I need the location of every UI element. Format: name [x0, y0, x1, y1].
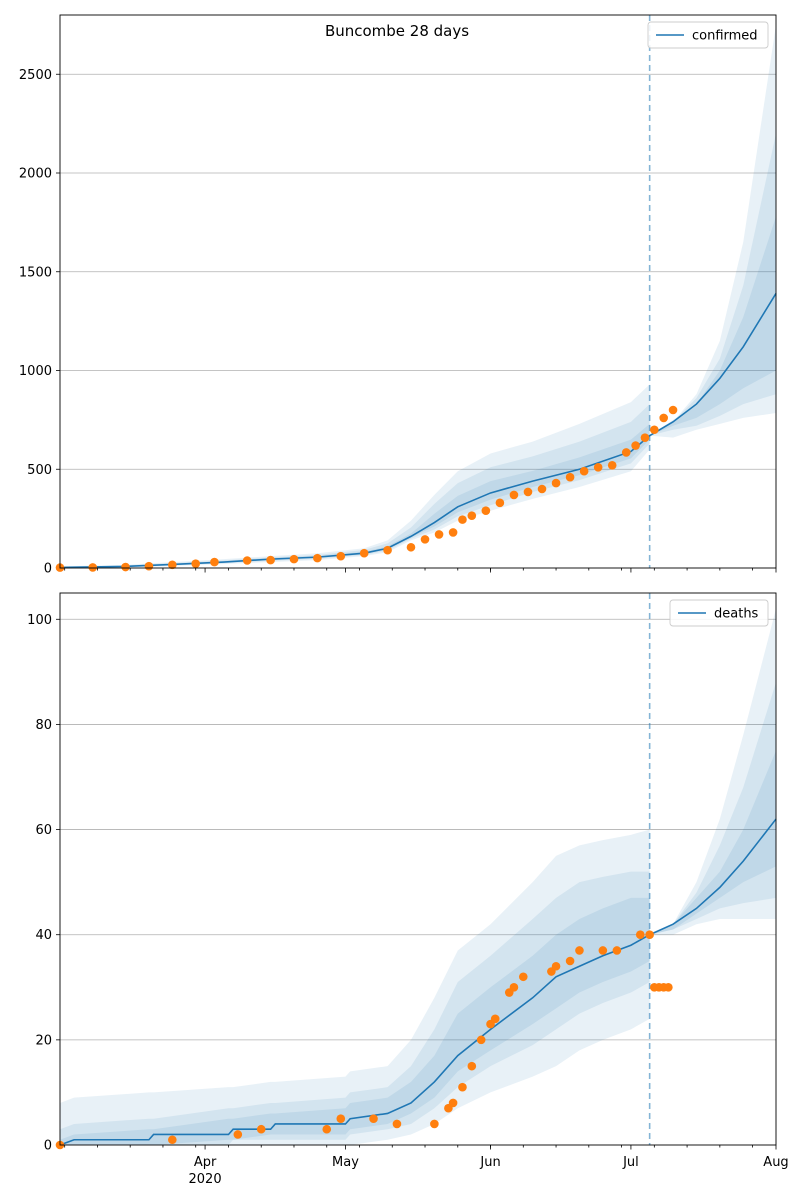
- legend-box: [669, 599, 769, 627]
- observed-point: [490, 1014, 500, 1024]
- observed-point: [467, 1061, 477, 1071]
- observed-point: [509, 982, 519, 992]
- x-tick-label: Jun: [479, 1155, 500, 1170]
- observed-point: [565, 472, 575, 482]
- y-tick-label: 2000: [19, 167, 52, 182]
- uncertainty-band: [649, 133, 776, 436]
- legend-box: [647, 21, 769, 49]
- observed-point: [495, 498, 505, 508]
- confirmed-panel: 0 500 1000 1500 2000 2500 confirmed: [19, 14, 777, 577]
- observed-point: [645, 930, 654, 940]
- observed-point: [518, 972, 528, 982]
- y-tick-label: 2500: [19, 68, 52, 83]
- x-tick-label: May: [332, 1155, 359, 1170]
- observed-point: [631, 441, 640, 450]
- y-tick-label: 1000: [19, 364, 52, 379]
- forecast-line: [59, 293, 777, 569]
- y-tick-label: 0: [44, 562, 52, 577]
- observed-point: [336, 551, 346, 561]
- observed-point: [448, 528, 458, 537]
- uncertainty-band: [60, 404, 650, 568]
- uncertainty-band: [649, 24, 776, 438]
- y-tick-label: 40: [35, 928, 52, 943]
- observed-point: [336, 1114, 346, 1124]
- observed-point: [593, 462, 603, 472]
- y-tick-label: 0: [44, 1139, 52, 1154]
- observed-point: [406, 542, 416, 552]
- observed-point: [640, 433, 650, 442]
- observed-point: [607, 461, 617, 470]
- observed-point: [434, 530, 444, 539]
- observed-point: [621, 448, 631, 457]
- y-tick-label: 60: [35, 823, 52, 838]
- observed-point: [612, 946, 622, 955]
- observed-point: [369, 1114, 378, 1124]
- observed-point: [266, 555, 275, 565]
- uncertainty-band: [649, 750, 776, 935]
- observed-point: [359, 548, 369, 558]
- axes-frame: [59, 14, 777, 569]
- observed-point: [664, 982, 673, 992]
- x-tick-label: Aug: [763, 1155, 788, 1170]
- observed-point: [392, 1119, 402, 1129]
- legend-label: deaths: [714, 607, 759, 622]
- observed-point: [598, 946, 608, 955]
- observed-point: [168, 1135, 177, 1145]
- observed-point: [289, 554, 299, 564]
- observed-point: [121, 562, 130, 572]
- observed-point: [523, 487, 533, 497]
- observed-point: [635, 930, 645, 940]
- y-tick-label: 20: [35, 1033, 52, 1048]
- observed-point: [458, 1082, 467, 1092]
- observed-point: [668, 405, 678, 415]
- observed-point: [168, 560, 177, 570]
- observed-point: [565, 956, 575, 966]
- observed-point: [579, 466, 589, 476]
- observed-point: [551, 961, 561, 971]
- x-tick-sublabel: 2020: [189, 1172, 222, 1187]
- uncertainty-band: [60, 384, 650, 568]
- figure-title: Buncombe 28 days: [325, 22, 469, 40]
- x-tick-label: Apr: [194, 1155, 217, 1170]
- observed-point: [233, 1130, 243, 1139]
- observed-point: [144, 561, 154, 571]
- observed-point: [551, 478, 561, 488]
- observed-point: [88, 563, 98, 572]
- observed-point: [509, 490, 519, 500]
- y-tick-label: 80: [35, 718, 52, 733]
- observed-point: [313, 553, 322, 563]
- uncertainty-band: [60, 871, 650, 1145]
- observed-point: [383, 545, 392, 555]
- forecast-line: [59, 818, 777, 1146]
- observed-point: [476, 1035, 486, 1045]
- deaths-panel: 0 20 40 60 80 100 Apr 2020 May Jun Jul Aug deaths: [27, 592, 789, 1187]
- y-tick-label: 500: [27, 463, 52, 478]
- observed-point: [256, 1124, 266, 1134]
- observed-point: [242, 556, 252, 565]
- uncertainty-band: [649, 608, 776, 935]
- observed-point: [458, 515, 467, 524]
- uncertainty-band: [60, 829, 650, 1145]
- observed-point: [575, 946, 584, 955]
- uncertainty-band: [649, 682, 776, 935]
- observed-point: [430, 1119, 439, 1129]
- y-tick-label: 1500: [19, 265, 52, 280]
- uncertainty-band: [60, 897, 650, 1145]
- observed-point: [659, 413, 668, 423]
- observed-point: [191, 559, 201, 568]
- observed-point: [322, 1124, 332, 1134]
- axes-frame: [59, 592, 777, 1146]
- observed-point: [210, 557, 219, 567]
- observed-point: [650, 425, 659, 435]
- observed-point: [448, 1098, 458, 1108]
- observed-point: [467, 511, 477, 520]
- legend-label: confirmed: [692, 29, 758, 44]
- observed-point: [481, 506, 491, 516]
- observed-point: [420, 535, 430, 544]
- x-tick-label: Jul: [622, 1155, 639, 1170]
- y-tick-label: 100: [27, 613, 52, 628]
- uncertainty-band: [649, 216, 776, 436]
- observed-point: [537, 484, 547, 494]
